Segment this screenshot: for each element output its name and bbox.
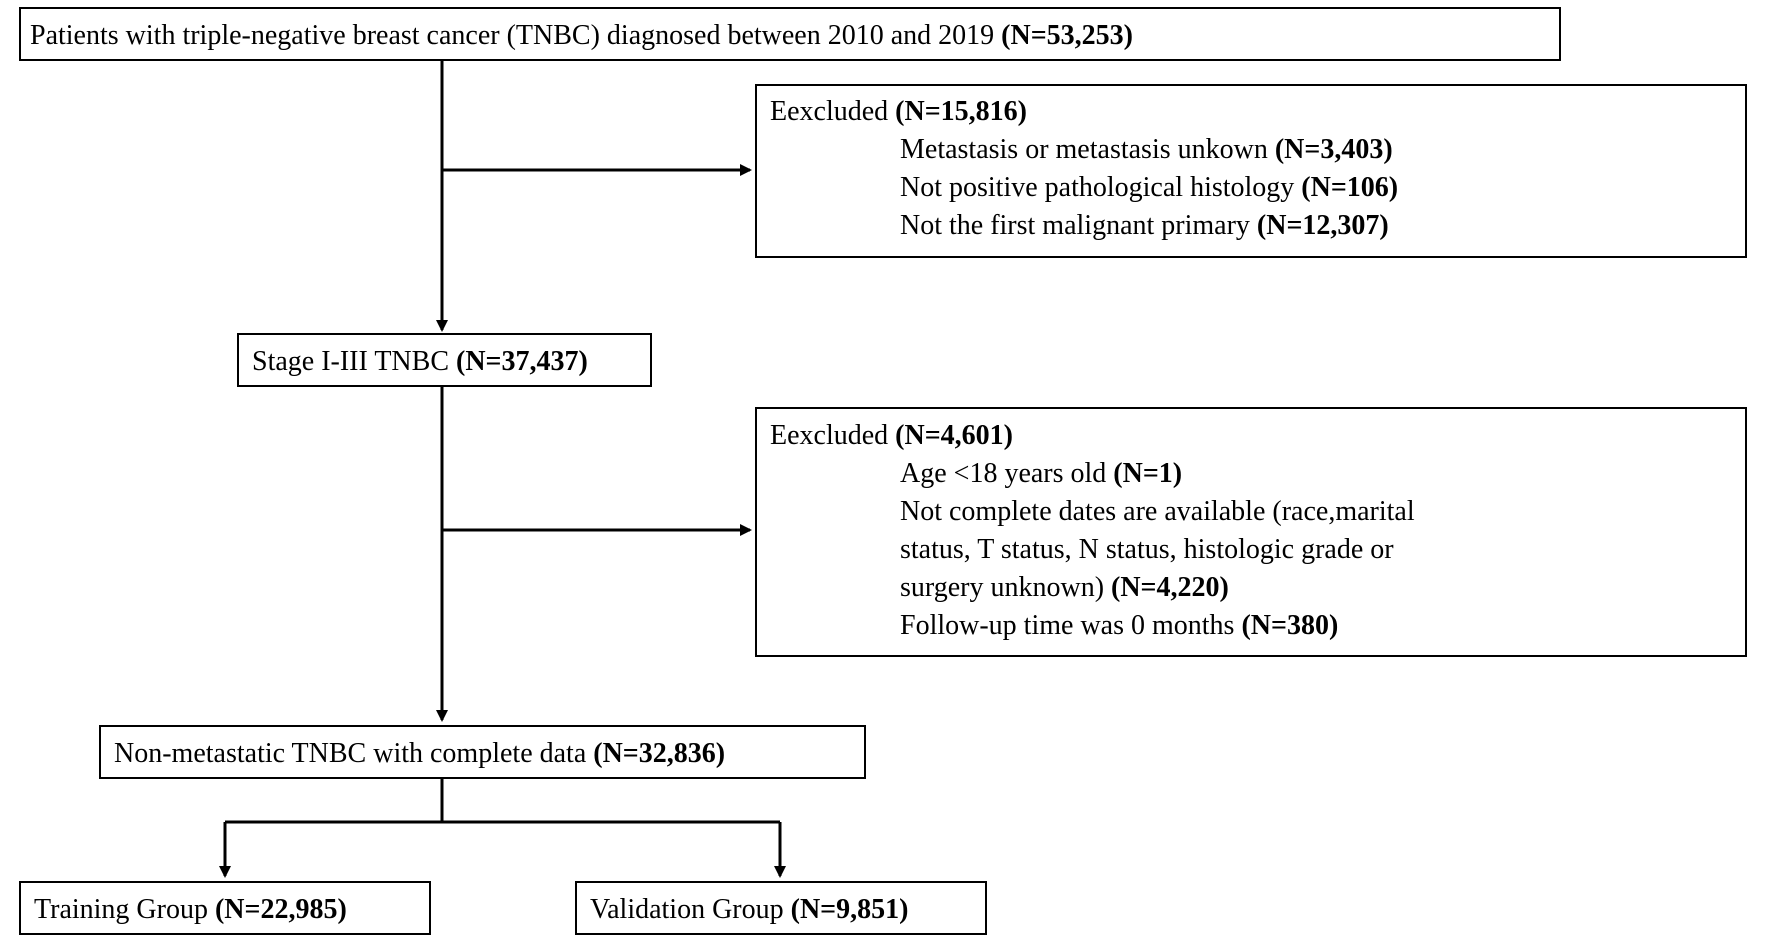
excl2-line3: status, T status, N status, histologic g… bbox=[900, 534, 1394, 565]
flowchart: Patients with triple-negative breast can… bbox=[0, 0, 1772, 943]
box-stage-text: Stage I-III TNBC (N=37,437) bbox=[252, 346, 588, 377]
excl1-line2: Not positive pathological histology (N=1… bbox=[900, 172, 1398, 203]
excl2-line4: surgery unknown) (N=4,220) bbox=[900, 572, 1229, 603]
excl2-line5: Follow-up time was 0 months (N=380) bbox=[900, 610, 1338, 641]
box-initial-text: Patients with triple-negative breast can… bbox=[30, 20, 1133, 51]
box-training-text: Training Group (N=22,985) bbox=[34, 894, 347, 925]
excl1-header: Eexcluded (N=15,816) bbox=[770, 96, 1027, 127]
excl2-line2: Not complete dates are available (race,m… bbox=[900, 496, 1415, 527]
excl2-header: Eexcluded (N=4,601) bbox=[770, 420, 1013, 451]
box-nonmetastatic-text: Non-metastatic TNBC with complete data (… bbox=[114, 738, 725, 769]
box-validation-text: Validation Group (N=9,851) bbox=[590, 894, 908, 925]
excl1-line1: Metastasis or metastasis unkown (N=3,403… bbox=[900, 134, 1393, 165]
excl2-line1: Age <18 years old (N=1) bbox=[900, 458, 1182, 489]
excl1-line3: Not the first malignant primary (N=12,30… bbox=[900, 210, 1389, 241]
